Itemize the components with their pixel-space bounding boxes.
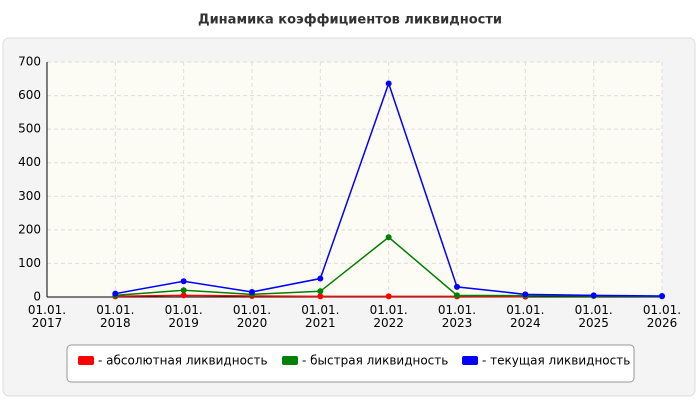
x-tick-label: 01.01. 2023 <box>437 303 477 330</box>
legend-label: - текущая ликвидность <box>482 354 630 368</box>
y-tick-label: 0 <box>33 290 41 304</box>
x-tick-label: 01.01. 2019 <box>164 303 203 330</box>
data-point <box>180 278 187 285</box>
data-point <box>180 287 187 294</box>
y-tick-label: 200 <box>18 222 41 236</box>
legend-swatch <box>78 356 94 365</box>
data-point <box>522 291 529 298</box>
data-point <box>317 275 324 282</box>
legend <box>66 344 635 383</box>
y-tick-label: 500 <box>18 122 41 136</box>
y-tick-label: 100 <box>18 256 41 270</box>
data-point <box>454 292 460 299</box>
y-tick-label: 700 <box>18 55 41 69</box>
x-tick-label: 01.01. 2024 <box>506 303 545 330</box>
data-point <box>659 292 665 299</box>
legend-swatch <box>282 356 298 365</box>
data-point <box>385 293 392 300</box>
data-point <box>317 288 324 295</box>
x-tick-label: 01.01. 2021 <box>301 303 340 330</box>
y-tick-label: 300 <box>18 189 41 203</box>
y-tick-label: 600 <box>18 88 41 102</box>
legend-swatch <box>462 356 478 365</box>
data-point <box>180 292 187 299</box>
x-tick-label: 01.01. 2017 <box>27 303 67 330</box>
x-tick-label: 01.01. 2026 <box>642 303 682 330</box>
x-tick-label: 01.01. 2022 <box>369 303 408 330</box>
x-tick-label: 01.01. 2025 <box>574 303 613 330</box>
data-point <box>249 288 255 295</box>
legend-label: - абсолютная ликвидность <box>98 354 268 368</box>
data-point <box>385 234 392 241</box>
x-tick-label: 01.01. 2020 <box>232 303 272 330</box>
chart-title: Динамика коэффициентов ликвидности <box>198 13 502 28</box>
data-point <box>317 293 324 300</box>
data-point <box>454 283 460 290</box>
data-point <box>590 292 597 299</box>
data-point <box>385 80 392 87</box>
x-tick-label: 01.01. 2018 <box>96 303 135 330</box>
data-point <box>112 290 119 297</box>
y-tick-label: 400 <box>18 155 41 169</box>
legend-label: - быстрая ликвидность <box>302 354 448 368</box>
